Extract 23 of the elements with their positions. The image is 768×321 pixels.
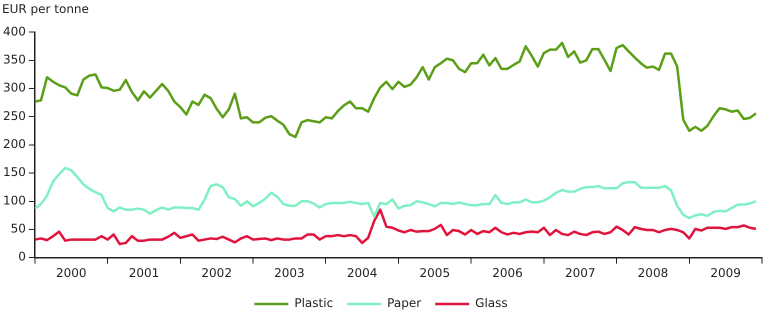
x-tick-label: 2006 [492,266,523,280]
y-axis-title: EUR per tonne [2,2,89,16]
x-tick-label: 2000 [56,266,87,280]
x-tick-label: 2009 [710,266,741,280]
y-tick-label: 400 [3,24,26,38]
x-tick-label: 2004 [346,266,378,280]
y-tick-label: 200 [3,137,26,152]
y-tick-label: 0 [18,250,26,264]
legend-label: Paper [387,296,422,310]
x-tick-label: 2003 [274,266,305,280]
x-tick-label: 2008 [638,266,668,280]
y-tick-label: 300 [3,80,26,95]
legend-label: Glass [475,296,508,310]
x-tick-label: 2001 [128,266,160,280]
y-tick-label: 150 [3,165,26,180]
legend-label: Plastic [294,296,334,310]
y-tick-label: 100 [3,193,26,208]
x-tick-label: 2005 [420,266,450,280]
y-tick-label: 250 [3,108,26,123]
x-tick-label: 2007 [564,266,596,280]
x-tick-label: 2002 [201,266,232,280]
y-tick-label: 350 [3,52,26,66]
y-tick-label: 50 [10,222,26,236]
